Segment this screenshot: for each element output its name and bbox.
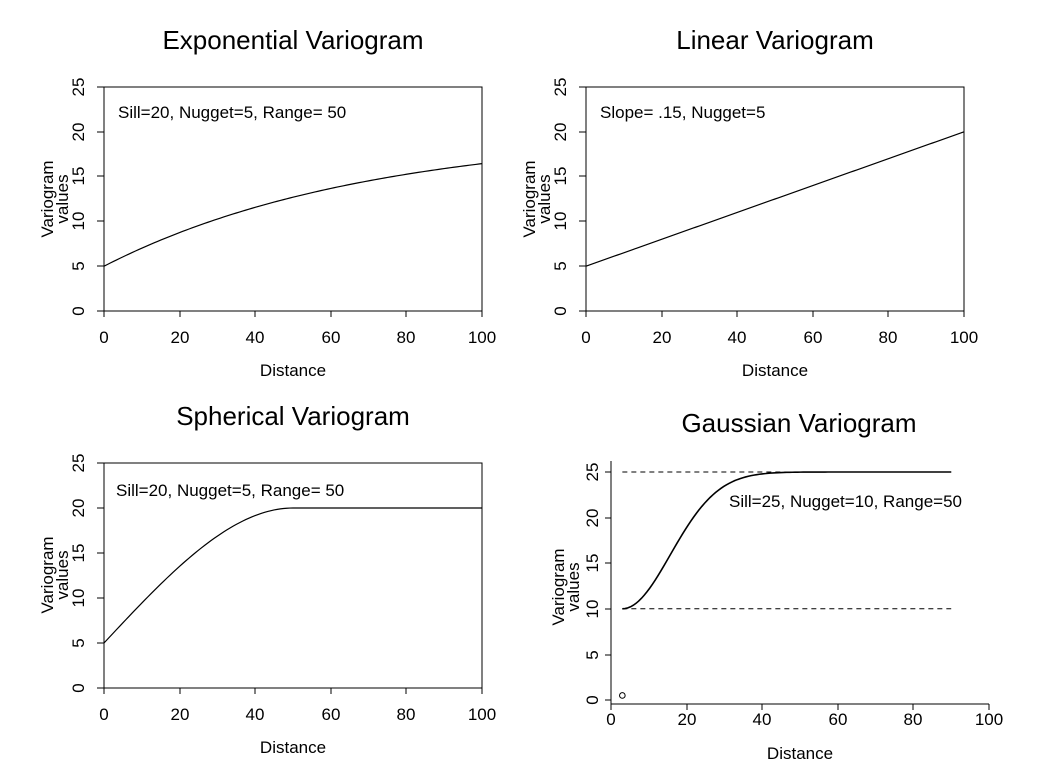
y-tick-label: 0 bbox=[69, 306, 88, 315]
y-tick-label: 15 bbox=[551, 167, 570, 186]
y-tick-label: 20 bbox=[551, 123, 570, 142]
series-line bbox=[103, 507, 482, 644]
y-tick-label: 10 bbox=[583, 600, 602, 619]
y-tick-label: 5 bbox=[583, 650, 602, 659]
panel-gaussian: Gaussian Variogram Sill=25, Nugget=10, R… bbox=[549, 408, 1003, 763]
model-annotation: Sill=20, Nugget=5, Range= 50 bbox=[116, 481, 344, 500]
panel-exponential: Exponential Variogram Sill=20, Nugget=5,… bbox=[38, 25, 496, 380]
x-axis: 0 20 40 60 80 100 Distance bbox=[581, 310, 978, 380]
y-axis-label-line2: values bbox=[535, 174, 554, 223]
y-tick-label: 25 bbox=[69, 78, 88, 97]
panel-linear: Linear Variogram Slope= .15, Nugget=5 0 … bbox=[520, 25, 978, 380]
chart-title: Spherical Variogram bbox=[176, 401, 410, 431]
x-tick-label: 40 bbox=[246, 328, 265, 347]
x-tick-label: 60 bbox=[829, 710, 848, 729]
y-axis: 0 5 10 15 20 25 Variogram values bbox=[549, 461, 612, 705]
x-tick-label: 0 bbox=[581, 328, 590, 347]
y-tick-label: 15 bbox=[69, 544, 88, 563]
chart-title: Linear Variogram bbox=[676, 25, 874, 55]
series-line bbox=[103, 163, 483, 267]
x-tick-label: 0 bbox=[99, 328, 108, 347]
model-annotation: Sill=20, Nugget=5, Range= 50 bbox=[118, 103, 346, 122]
y-axis-label-line1: Variogram bbox=[549, 548, 568, 625]
chart-title: Exponential Variogram bbox=[162, 25, 423, 55]
x-axis-label: Distance bbox=[742, 361, 808, 380]
x-axis-label: Distance bbox=[767, 744, 833, 763]
x-tick-label: 40 bbox=[728, 328, 747, 347]
series-line bbox=[585, 131, 965, 267]
x-tick-label: 40 bbox=[753, 710, 772, 729]
x-axis-label: Distance bbox=[260, 361, 326, 380]
x-tick-label: 80 bbox=[904, 710, 923, 729]
x-tick-label: 20 bbox=[653, 328, 672, 347]
y-tick-label: 0 bbox=[583, 695, 602, 704]
x-axis: 0 20 40 60 80 100 Distance bbox=[99, 687, 496, 757]
x-tick-label: 40 bbox=[246, 705, 265, 724]
x-tick-label: 100 bbox=[975, 710, 1003, 729]
y-tick-label: 5 bbox=[551, 261, 570, 270]
y-tick-label: 0 bbox=[69, 683, 88, 692]
x-tick-label: 100 bbox=[468, 705, 496, 724]
x-tick-label: 60 bbox=[322, 328, 341, 347]
model-annotation: Sill=25, Nugget=10, Range=50 bbox=[729, 492, 962, 511]
x-tick-label: 0 bbox=[606, 710, 615, 729]
x-tick-label: 100 bbox=[950, 328, 978, 347]
y-tick-label: 25 bbox=[551, 78, 570, 97]
y-axis-label-line2: values bbox=[53, 550, 72, 599]
x-tick-label: 100 bbox=[468, 328, 496, 347]
y-tick-label: 10 bbox=[69, 212, 88, 231]
y-tick-label: 20 bbox=[583, 509, 602, 528]
series-line bbox=[622, 471, 952, 610]
y-tick-label: 0 bbox=[551, 306, 570, 315]
x-axis: 0 20 40 60 80 100 Distance bbox=[99, 310, 496, 380]
y-axis-label-line1: Variogram bbox=[38, 160, 57, 237]
y-axis-label-line1: Variogram bbox=[38, 536, 57, 613]
y-tick-label: 25 bbox=[583, 463, 602, 482]
x-tick-label: 80 bbox=[397, 328, 416, 347]
y-axis-label-line2: values bbox=[564, 562, 583, 611]
y-tick-label: 10 bbox=[551, 212, 570, 231]
y-axis: 0 5 10 15 20 25 Variogram values bbox=[38, 78, 104, 316]
y-tick-label: 5 bbox=[69, 638, 88, 647]
y-tick-label: 10 bbox=[69, 589, 88, 608]
y-axis-label-line2: values bbox=[53, 174, 72, 223]
x-tick-label: 20 bbox=[171, 328, 190, 347]
x-tick-label: 60 bbox=[804, 328, 823, 347]
x-tick-label: 20 bbox=[678, 710, 697, 729]
y-tick-label: 15 bbox=[69, 167, 88, 186]
y-axis-label-line1: Variogram bbox=[520, 160, 539, 237]
y-tick-label: 25 bbox=[69, 454, 88, 473]
x-tick-label: 80 bbox=[397, 705, 416, 724]
chart-title: Gaussian Variogram bbox=[681, 408, 916, 438]
x-tick-label: 20 bbox=[171, 705, 190, 724]
panel-spherical: Spherical Variogram Sill=20, Nugget=5, R… bbox=[38, 401, 496, 757]
x-axis: 0 20 40 60 80 100 Distance bbox=[606, 703, 1003, 763]
model-annotation: Slope= .15, Nugget=5 bbox=[600, 103, 765, 122]
y-tick-label: 20 bbox=[69, 499, 88, 518]
y-axis: 0 5 10 15 20 25 Variogram values bbox=[520, 78, 586, 316]
x-tick-label: 80 bbox=[879, 328, 898, 347]
y-tick-label: 5 bbox=[69, 261, 88, 270]
x-axis-label: Distance bbox=[260, 738, 326, 757]
x-tick-label: 0 bbox=[99, 705, 108, 724]
y-tick-label: 20 bbox=[69, 123, 88, 142]
x-tick-label: 60 bbox=[322, 705, 341, 724]
y-tick-label: 15 bbox=[583, 554, 602, 573]
y-axis: 0 5 10 15 20 25 Variogram values bbox=[38, 454, 104, 693]
data-point-marker bbox=[619, 692, 626, 699]
